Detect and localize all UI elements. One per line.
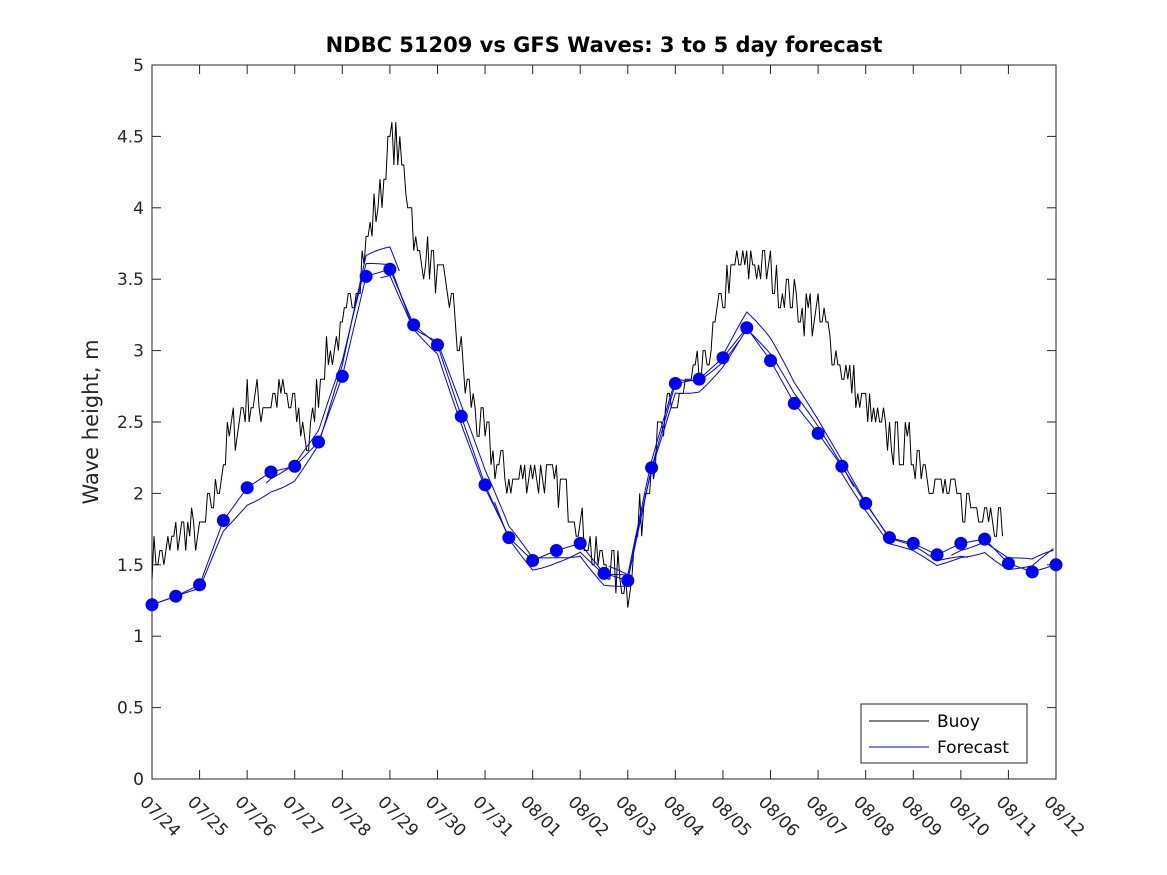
y-axis-label: Wave height, m (79, 339, 103, 504)
forecast-point (335, 369, 349, 383)
forecast-point (407, 318, 421, 332)
forecast-run-line (151, 246, 400, 606)
forecast-point (169, 589, 183, 603)
forecast-point (264, 465, 278, 479)
forecast-point (692, 372, 706, 386)
y-tick-label: 4 (133, 199, 144, 219)
forecast-point (906, 536, 920, 550)
y-tick-label: 0.5 (117, 699, 144, 719)
forecast-point (573, 536, 587, 550)
series-layer (145, 122, 1063, 612)
y-tick-label: 3.5 (117, 270, 144, 290)
y-tick-label: 5 (133, 56, 144, 76)
buoy-line (151, 122, 1003, 608)
forecast-point (359, 269, 373, 283)
legend-box (860, 703, 1028, 764)
forecast-run-line (836, 466, 1054, 571)
forecast-point (787, 396, 801, 410)
forecast-point (645, 461, 659, 475)
forecast-point (1025, 565, 1039, 579)
forecast-point (383, 262, 397, 276)
y-tick-label: 3 (133, 342, 144, 362)
legend-forecast-label: Forecast (937, 738, 1009, 758)
forecast-point (740, 321, 754, 335)
forecast-point (549, 544, 563, 558)
forecast-point (288, 459, 302, 473)
forecast-point (193, 578, 207, 592)
plot-area (151, 64, 1057, 780)
forecast-point (954, 536, 968, 550)
forecast-point (240, 481, 254, 495)
forecast-point (430, 338, 444, 352)
forecast-point (502, 531, 516, 545)
y-tick-label: 0 (133, 770, 144, 790)
legend-buoy-label: Buoy (937, 712, 980, 732)
forecast-point (882, 531, 896, 545)
forecast-point (478, 478, 492, 492)
forecast-point (621, 574, 635, 588)
forecast-point (978, 532, 992, 546)
y-tick-label: 1 (133, 627, 144, 647)
forecast-point (526, 554, 540, 568)
forecast-point (454, 409, 468, 423)
forecast-point (1001, 556, 1015, 570)
forecast-point (811, 426, 825, 440)
forecast-point (668, 376, 682, 390)
forecast-point (312, 435, 326, 449)
forecast-point (716, 351, 730, 365)
forecast-point (216, 514, 230, 528)
forecast-point (1049, 558, 1063, 572)
y-tick-label: 1.5 (117, 556, 144, 576)
forecast-point (930, 548, 944, 562)
forecast-point (835, 459, 849, 473)
forecast-point (597, 566, 611, 580)
y-tick-label: 2 (133, 484, 144, 504)
forecast-point (764, 354, 778, 368)
forecast-point (859, 496, 873, 510)
legend: Buoy Forecast (860, 703, 1028, 764)
chart-title: NDBC 51209 vs GFS Waves: 3 to 5 day fore… (326, 33, 883, 57)
y-tick-label: 2.5 (117, 413, 144, 433)
y-tick-label: 4.5 (117, 127, 144, 147)
forecast-run-line (951, 541, 1054, 560)
forecast-point (145, 598, 159, 612)
forecast-run-line (380, 274, 626, 587)
